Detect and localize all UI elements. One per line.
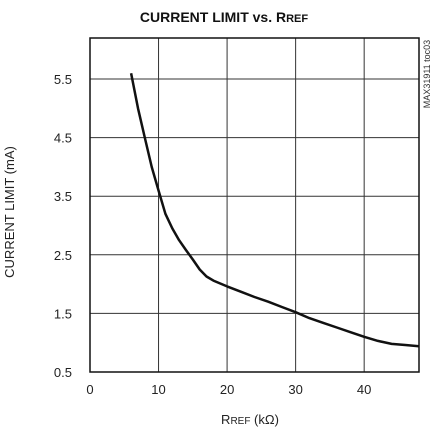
y-tick-label: 3.5	[54, 189, 72, 204]
tick-labels: 0 10 20 30 40 0.5 1.5 2.5 3.5 4.5 5.5	[54, 72, 371, 397]
y-tick-label: 0.5	[54, 365, 72, 380]
x-axis-label-main: R	[221, 412, 230, 427]
chart-title: CURRENT LIMIT vs. RREF	[140, 9, 309, 25]
y-tick-label: 1.5	[54, 306, 72, 321]
series-line	[129, 72, 420, 348]
y-tick-label: 4.5	[54, 131, 72, 146]
plot-frame	[89, 37, 420, 373]
y-tick-label: 5.5	[54, 72, 72, 87]
x-tick-label: 10	[151, 382, 165, 397]
grid	[90, 38, 419, 372]
y-axis-label: CURRENT LIMIT (mA)	[2, 146, 17, 278]
chart-title-main: CURRENT LIMIT vs. R	[140, 9, 286, 25]
figure-code: MAX31911 toc03	[422, 40, 432, 108]
x-axis-label-sub: REF	[230, 416, 250, 427]
y-tick-label: 2.5	[54, 248, 72, 263]
x-tick-label: 30	[288, 382, 302, 397]
chart-title-sub: REF	[286, 13, 308, 25]
x-tick-label: 0	[86, 382, 93, 397]
x-axis-label: RREF (kΩ)	[221, 412, 279, 427]
x-tick-label: 20	[220, 382, 234, 397]
x-tick-label: 40	[357, 382, 371, 397]
x-axis-label-unit: (kΩ)	[250, 412, 279, 427]
